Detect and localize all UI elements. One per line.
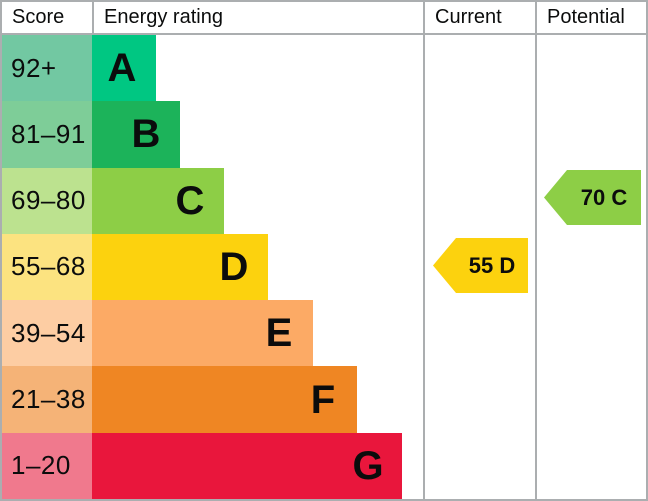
header-energy-rating: Energy rating <box>92 2 423 35</box>
score-range-e: 39–54 <box>2 300 92 367</box>
rating-bar-c: C <box>92 167 224 234</box>
header-current: Current <box>423 2 535 35</box>
potential-cell-b <box>535 101 646 168</box>
rating-letter-c: C <box>175 178 205 223</box>
rating-bar-cell-f: F <box>92 366 423 433</box>
rating-letter-g: G <box>352 443 384 488</box>
potential-rating-value: 70 C <box>580 184 628 210</box>
current-cell-b <box>423 101 535 168</box>
header-potential: Potential <box>535 2 646 35</box>
rating-letter-e: E <box>265 311 293 356</box>
rating-bar-cell-a: A <box>92 35 423 102</box>
rating-bar-cell-g: G <box>92 432 423 499</box>
rating-bar-a: A <box>92 35 156 102</box>
potential-cell-e <box>535 300 646 367</box>
header-score: Score <box>2 2 92 35</box>
current-cell-g <box>423 432 535 499</box>
rating-bar-e: E <box>92 300 313 367</box>
score-range-g: 1–20 <box>2 432 92 499</box>
potential-rating-arrow: 70 C <box>544 170 641 225</box>
rating-bar-cell-d: D <box>92 233 423 301</box>
rating-bar-b: B <box>92 101 180 168</box>
score-range-c: 69–80 <box>2 167 92 234</box>
current-cell-f <box>423 366 535 433</box>
score-range-f: 21–38 <box>2 366 92 433</box>
potential-cell-f <box>535 366 646 433</box>
current-rating-value: 55 D <box>468 252 516 278</box>
score-range-d: 55–68 <box>2 233 92 301</box>
current-rating-arrow: 55 D <box>433 238 528 293</box>
potential-cell-a <box>535 35 646 102</box>
score-range-b: 81–91 <box>2 101 92 168</box>
rating-letter-a: A <box>107 46 137 91</box>
rating-bar-d: D <box>92 233 268 301</box>
potential-cell-g <box>535 432 646 499</box>
current-cell-a <box>423 35 535 102</box>
rating-letter-b: B <box>131 112 161 157</box>
rating-bar-cell-c: C <box>92 167 423 234</box>
score-range-a: 92+ <box>2 35 92 102</box>
current-cell-e <box>423 300 535 367</box>
rating-bar-cell-e: E <box>92 300 423 367</box>
rating-bar-g: G <box>92 432 402 499</box>
rating-bar-f: F <box>92 366 357 433</box>
potential-cell-d <box>535 233 646 301</box>
current-cell-c <box>423 167 535 234</box>
rating-letter-d: D <box>219 244 249 289</box>
rating-letter-f: F <box>310 377 336 422</box>
rating-bar-cell-b: B <box>92 101 423 168</box>
